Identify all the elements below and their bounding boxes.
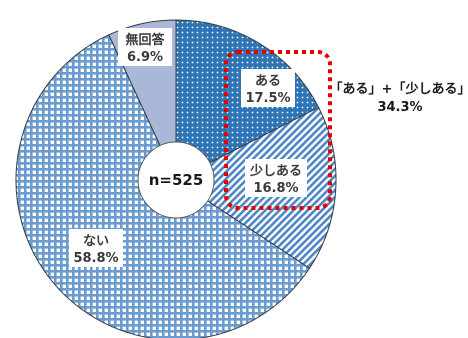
slice-mukaito-value-label: 6.9% (127, 50, 163, 65)
donut-hole (137, 141, 215, 219)
slice-mukaito-label-bg (118, 28, 172, 66)
slice-sukoshi-aru-label-bg (245, 159, 307, 197)
slice-aru-label-bg (241, 69, 295, 107)
slice-aru-value-label: 17.5% (245, 91, 290, 106)
slice-nai-value-label: 58.8% (73, 251, 118, 266)
slice-nai-label-bg (69, 229, 123, 267)
callout-value: 34.3% (377, 100, 422, 115)
slice-aru-category-label: ある (255, 74, 281, 89)
slice-mukaito-category-label: 無回答 (125, 32, 165, 48)
slice-sukoshi-aru-value-label: 16.8% (253, 181, 298, 196)
sample-size-label: n=525 (149, 171, 204, 189)
highlight-box (224, 50, 332, 210)
slice-sukoshi-aru-category-label: 少しある (249, 163, 302, 179)
slice-nai-category-label: ない (83, 234, 109, 249)
callout-label: 「ある」+「少しある」 (330, 81, 468, 97)
